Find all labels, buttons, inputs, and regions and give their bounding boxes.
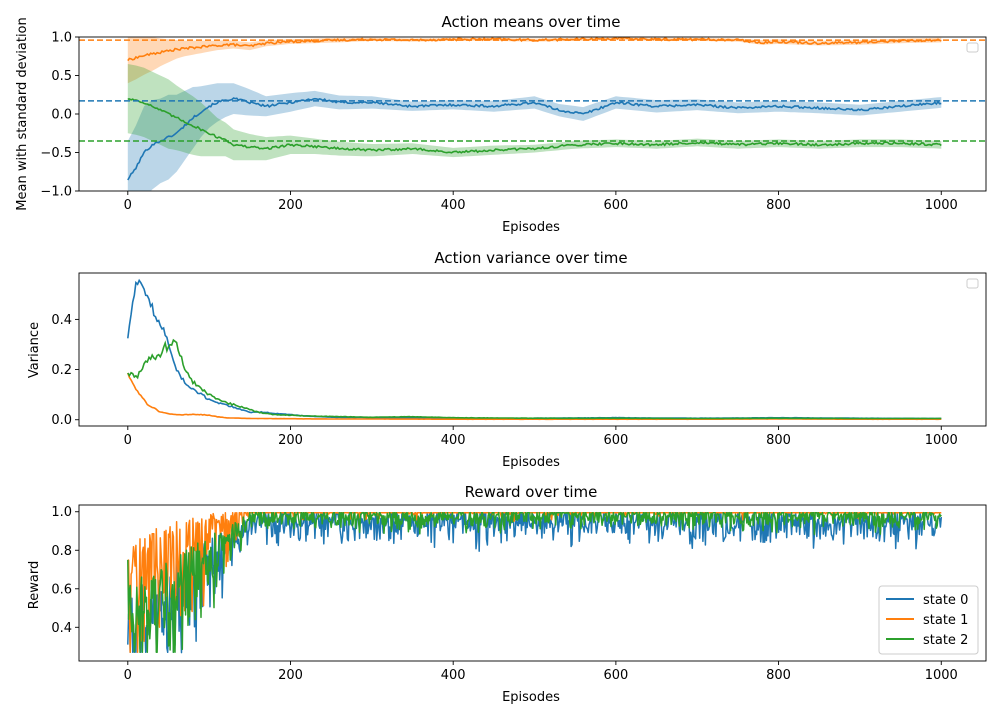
axes-frame (78, 36, 987, 192)
y-tick-label: 0.4 (51, 313, 72, 328)
means-xlabel: Episodes (502, 220, 560, 235)
variance-title: Action variance over time (434, 249, 627, 267)
x-tick-label: 0 (124, 198, 132, 213)
variance-legend-empty (966, 278, 979, 289)
means-plot-area: 0 200 400 600 800 1000 −1.0 −0.5 0.0 0.5 1.0 (40, 31, 987, 213)
reward-ylabel: Reward (27, 561, 42, 609)
legend-label-state-2: state 2 (923, 633, 968, 648)
x-tick-label: 800 (766, 433, 791, 448)
legend-label-state-1: state 1 (923, 613, 968, 628)
legend-label-state-0: state 0 (923, 593, 968, 608)
reward-line-state-2 (127, 511, 942, 654)
y-tick-label: 0.0 (51, 108, 72, 123)
x-tick-label: 1000 (925, 668, 958, 683)
means-ylabel: Mean with standard deviation (15, 17, 30, 210)
x-tick-label: 600 (603, 668, 628, 683)
y-tick-label: 0.6 (51, 582, 72, 597)
std-band-state-1 (127, 37, 942, 84)
axes-frame (78, 272, 987, 427)
x-tick-label: 800 (766, 198, 791, 213)
y-tick-label: 1.0 (51, 505, 72, 520)
plot-inner (127, 278, 942, 421)
x-tick-label: 1000 (925, 433, 958, 448)
x-tick-label: 200 (278, 433, 303, 448)
x-tick-label: 0 (124, 668, 132, 683)
y-tick-label: 0.2 (51, 363, 72, 378)
x-tick-label: 0 (124, 433, 132, 448)
y-tick-label: 0.4 (51, 621, 72, 636)
x-tick-label: 600 (603, 433, 628, 448)
reward-title: Reward over time (465, 483, 598, 501)
legend-frame (878, 585, 979, 655)
x-tick-label: 400 (441, 668, 466, 683)
plot-inner (127, 511, 943, 654)
x-tick-label: 600 (603, 198, 628, 213)
x-tick-label: 1000 (925, 198, 958, 213)
x-tick-label: 200 (278, 198, 303, 213)
variance-panel: Action variance over time Episodes Varia… (27, 249, 987, 470)
y-tick-label: −0.5 (40, 146, 72, 161)
axes-frame (78, 504, 987, 662)
reward-legend: state 0 state 1 state 2 (878, 585, 979, 655)
y-tick-label: 0.5 (51, 69, 72, 84)
variance-xlabel: Episodes (502, 455, 560, 470)
std-band-state-2 (127, 64, 942, 161)
variance-ylabel: Variance (27, 322, 42, 378)
x-tick-label: 400 (441, 198, 466, 213)
y-tick-label: 0.8 (51, 544, 72, 559)
mean-line-state-0 (127, 97, 942, 181)
plot-inner (79, 37, 986, 191)
reward-xlabel: Episodes (502, 690, 560, 705)
means-panel: Action means over time Episodes Mean wit… (15, 13, 987, 235)
means-legend-empty (966, 42, 979, 53)
reward-panel: Reward over time Episodes Reward 0 200 400… (27, 483, 987, 705)
x-tick-label: 400 (441, 433, 466, 448)
y-tick-label: −1.0 (40, 185, 72, 200)
reward-plot-area: 0 200 400 600 800 1000 0.4 0.6 0.8 1.0 (51, 504, 987, 683)
variance-line-state-2 (127, 338, 942, 420)
mean-line-state-2 (127, 98, 942, 154)
std-band-state-0 (127, 83, 942, 191)
y-tick-label: 1.0 (51, 31, 72, 46)
means-title: Action means over time (442, 13, 621, 31)
x-tick-label: 800 (766, 668, 791, 683)
x-tick-label: 200 (278, 668, 303, 683)
y-tick-label: 0.0 (51, 413, 72, 428)
variance-plot-area: 0 200 400 600 800 1000 0.0 0.2 0.4 (51, 272, 987, 448)
